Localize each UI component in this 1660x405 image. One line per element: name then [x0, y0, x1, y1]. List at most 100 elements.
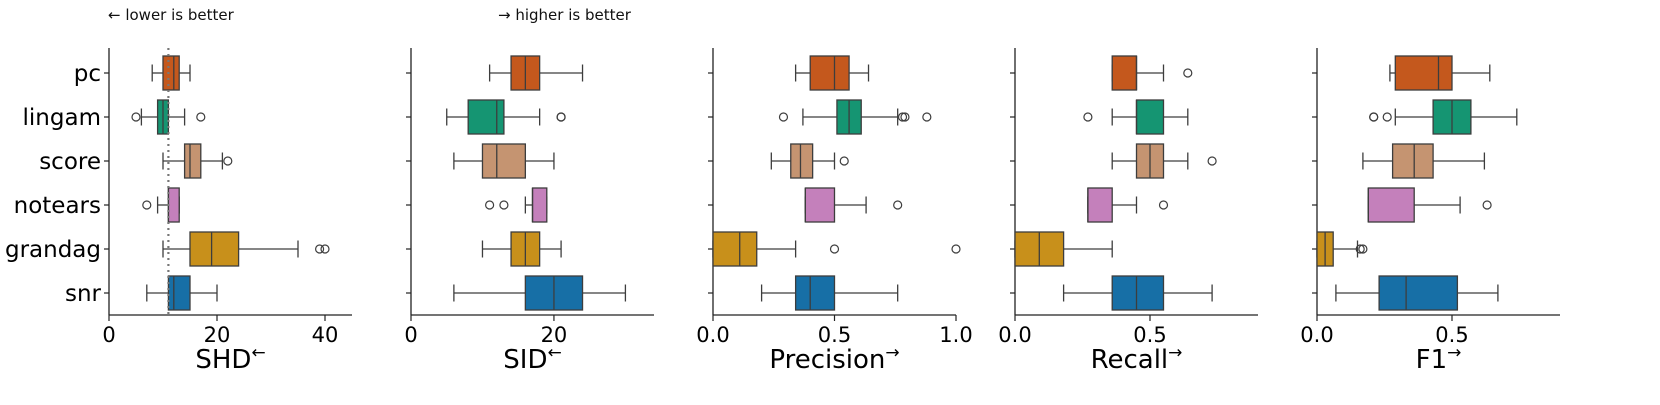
outlier-point: [1382, 112, 1392, 122]
box-score: [453, 143, 555, 179]
outlier-point: [315, 244, 325, 254]
box-iqr: [1111, 55, 1138, 91]
box-score: [162, 143, 233, 179]
box-iqr: [804, 187, 836, 223]
panel-shd: 0 20 40 SHD←: [102, 48, 352, 375]
x-tick-label: 1.0: [939, 323, 972, 347]
box-iqr: [1378, 275, 1459, 311]
x-tick-label: 0.0: [998, 323, 1031, 347]
outlier-point: [556, 112, 566, 122]
x-axis-label-precision: Precision→: [769, 343, 899, 375]
box-iqr: [481, 143, 527, 179]
outlier-point: [1207, 156, 1217, 166]
x-axis-label-f1: F1→: [1416, 343, 1462, 375]
outlier-point: [839, 156, 849, 166]
outlier-point: [1158, 200, 1169, 210]
category-label-snr: snr: [65, 281, 102, 307]
category-label-grandag: grandag: [5, 237, 101, 263]
box-lingam: [1083, 99, 1189, 135]
box-grandag: [712, 231, 961, 267]
outlier-point: [1369, 112, 1379, 122]
box-pc: [1389, 55, 1491, 91]
box-grandag: [1014, 231, 1113, 267]
box-score: [1362, 143, 1486, 179]
box-snr: [760, 275, 899, 311]
box-lingam: [131, 99, 206, 135]
box-iqr: [183, 143, 202, 179]
x-tick-label: 0.5: [818, 323, 851, 347]
x-tick-label: 0.5: [1435, 323, 1468, 347]
outlier-point: [1183, 68, 1193, 78]
box-iqr: [712, 231, 758, 267]
box-snr: [1335, 275, 1499, 311]
lower-is-better-note: ← lower is better: [108, 6, 234, 24]
box-score: [770, 143, 849, 179]
x-tick-label: 0.5: [1133, 323, 1166, 347]
box-notears: [485, 187, 548, 223]
outlier-point: [485, 200, 495, 210]
outlier-point: [897, 112, 908, 122]
box-lingam: [778, 99, 932, 135]
outlier-point: [893, 200, 903, 210]
box-grandag: [481, 231, 562, 267]
box-lingam: [1369, 99, 1518, 135]
box-iqr: [1367, 187, 1415, 223]
box-iqr: [1135, 99, 1165, 135]
box-pc: [151, 55, 191, 91]
x-axis-label-shd: SHD←: [195, 343, 265, 375]
outlier-point: [223, 156, 233, 166]
outlier-point: [922, 112, 932, 122]
outlier-point: [499, 200, 509, 210]
outlier-point: [320, 244, 330, 254]
outlier-point: [829, 244, 840, 254]
category-label-pc: pc: [74, 61, 101, 87]
outlier-point: [1358, 244, 1368, 254]
box-iqr: [1111, 275, 1165, 311]
box-iqr: [167, 187, 180, 223]
box-pc: [1111, 55, 1193, 91]
outlier-point: [951, 244, 961, 254]
category-label-notears: notears: [14, 193, 101, 219]
box-pc: [488, 55, 584, 91]
box-iqr: [167, 275, 191, 311]
box-notears: [1087, 187, 1169, 223]
box-iqr: [531, 187, 548, 223]
outlier-point: [900, 112, 910, 122]
box-iqr: [1394, 55, 1453, 91]
box-notears: [142, 187, 180, 223]
x-tick-label: 0.0: [696, 323, 729, 347]
box-iqr: [1087, 187, 1113, 223]
outlier-point: [142, 200, 152, 210]
box-score: [1111, 143, 1217, 179]
box-grandag: [162, 231, 330, 267]
box-iqr: [467, 99, 505, 135]
x-axis-label-sid: SID←: [503, 343, 561, 375]
outlier-point: [778, 112, 789, 122]
outlier-point: [1083, 112, 1093, 122]
x-tick-label: 40: [312, 323, 339, 347]
box-grandag: [1316, 231, 1368, 267]
x-axis-label-recall: Recall→: [1091, 343, 1183, 375]
higher-is-better-note: → higher is better: [498, 6, 631, 24]
box-iqr: [189, 231, 240, 267]
box-snr: [146, 275, 218, 311]
box-notears: [804, 187, 903, 223]
outlier-point: [131, 112, 141, 122]
x-tick-label: 0.0: [1300, 323, 1333, 347]
outlier-point: [196, 112, 206, 122]
category-label-score: score: [39, 149, 101, 175]
box-iqr: [162, 55, 180, 91]
box-snr: [1062, 275, 1213, 311]
panel-precision: 0.0 0.5 1.0 Precision→: [696, 48, 973, 375]
outlier-point: [1482, 200, 1492, 210]
box-pc: [794, 55, 870, 91]
panel-f1: 0.0 0.5F1→: [1300, 48, 1560, 375]
x-tick-label: 20: [541, 323, 568, 347]
box-snr: [453, 275, 627, 311]
x-tick-label: 20: [204, 323, 231, 347]
box-iqr: [794, 275, 836, 311]
box-iqr: [809, 55, 850, 91]
outlier-point: [1355, 244, 1365, 254]
